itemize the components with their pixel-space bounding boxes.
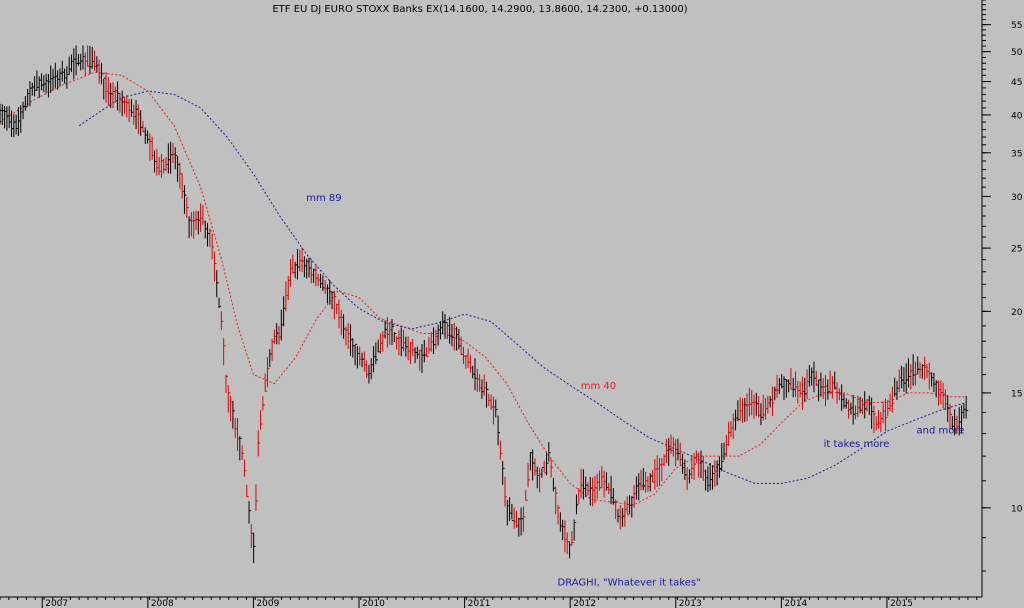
x-tick-label: 2014 <box>784 599 807 608</box>
x-tick-label: 2010 <box>362 599 385 608</box>
y-tick-label: 10 <box>1011 504 1023 514</box>
y-tick-label: 45 <box>1011 78 1022 88</box>
chart-annotation: mm 40 <box>581 381 616 392</box>
x-tick-label: 2013 <box>679 599 702 608</box>
y-tick-label: 25 <box>1011 245 1022 255</box>
y-tick-label: 50 <box>1011 48 1023 58</box>
y-tick-label: 40 <box>1011 111 1023 121</box>
x-tick-label: 2012 <box>573 599 596 608</box>
chart-annotation: mm 89 <box>306 193 341 204</box>
x-tick-label: 2011 <box>468 599 491 608</box>
y-tick-label: 35 <box>1011 149 1022 159</box>
y-tick-label: 20 <box>1011 308 1023 318</box>
x-tick-label: 2009 <box>256 599 279 608</box>
chart-annotation: it takes more <box>824 439 890 450</box>
moving-average-line <box>78 90 967 484</box>
moving-average-line <box>0 71 967 506</box>
chart-title: ETF EU DJ EURO STOXX Banks EX(14.1600, 1… <box>272 4 687 15</box>
chart-annotation: and more <box>917 425 965 436</box>
x-tick-label: 2015 <box>890 599 913 608</box>
x-tick-label: 2007 <box>45 599 68 608</box>
y-tick-label: 55 <box>1011 21 1022 31</box>
y-tick-label: 30 <box>1011 193 1023 203</box>
x-tick-label: 2008 <box>151 599 174 608</box>
y-tick-label: 15 <box>1011 389 1022 399</box>
chart-annotation: DRAGHI, "Whatever it takes" <box>558 578 701 589</box>
